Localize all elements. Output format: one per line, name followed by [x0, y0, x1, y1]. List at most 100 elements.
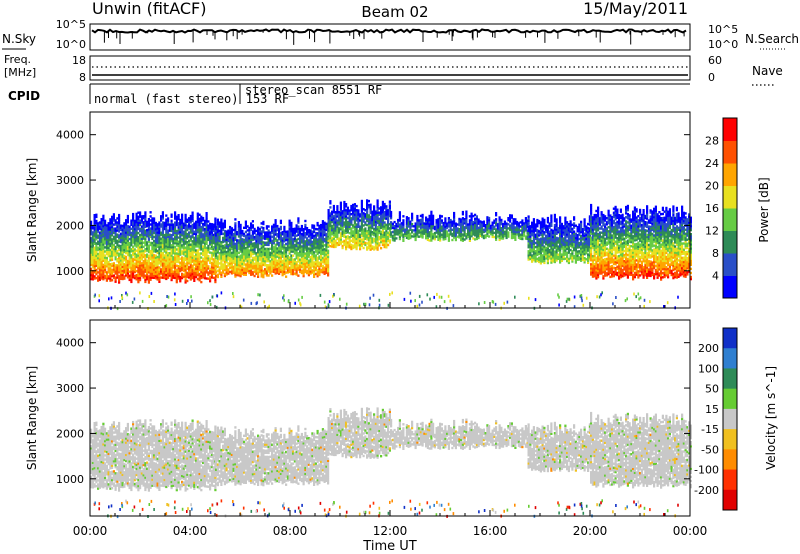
power-cell [170, 223, 173, 227]
power-cell [181, 221, 184, 225]
freq-unit-label: [MHz] [4, 66, 36, 79]
power-cell [168, 262, 171, 265]
power-cell [251, 224, 254, 227]
power-cell [119, 257, 122, 260]
power-cell [300, 224, 303, 228]
power-cell [144, 225, 147, 228]
power-cell [144, 264, 147, 267]
power-cell [105, 250, 108, 254]
power-cell [156, 231, 159, 234]
power-cell [297, 225, 300, 228]
power-cell [177, 216, 180, 219]
power-cell [111, 221, 114, 225]
power-cell [130, 260, 133, 263]
power-cell [151, 254, 154, 257]
power-cell [123, 236, 126, 239]
power-cell [156, 225, 159, 228]
power-cell [139, 213, 142, 216]
power-cell [114, 239, 117, 242]
power-cell [116, 258, 119, 261]
power-cell [116, 260, 119, 263]
power-cell [100, 248, 103, 251]
power-cell [170, 213, 173, 216]
power-cell [163, 272, 166, 276]
power-cell [147, 224, 150, 227]
power-cell [144, 241, 147, 245]
power-cell [163, 244, 166, 247]
freq-tick-bottom: 8 [79, 71, 86, 84]
power-cell [168, 241, 171, 245]
power-cell [109, 252, 112, 256]
power-cell [132, 223, 135, 226]
power-cell [179, 261, 182, 264]
power-cell [139, 246, 142, 249]
power-cell [163, 250, 166, 253]
power-cell [179, 280, 182, 283]
power-cell [98, 225, 101, 228]
power-cell [147, 230, 150, 233]
power-cell [161, 225, 164, 228]
power-cell [102, 229, 105, 232]
power-cell [156, 266, 159, 269]
power-cell [97, 267, 100, 270]
power-cell [100, 254, 103, 258]
power-cell [158, 258, 161, 261]
power-cell [123, 246, 126, 250]
power-cell [140, 245, 143, 249]
power-cell [142, 268, 145, 271]
power-cell [114, 251, 117, 255]
power-cell [170, 260, 173, 263]
power-cell [91, 241, 94, 244]
power-cell [167, 262, 170, 265]
power-cell [137, 270, 140, 274]
power-cell [100, 226, 103, 229]
power-cell [118, 236, 121, 239]
power-cell [98, 235, 101, 238]
power-cell [105, 238, 108, 241]
power-cell [95, 248, 98, 251]
power-cell [130, 256, 133, 259]
power-cell [128, 258, 131, 261]
power-cell [376, 203, 379, 206]
power-cell [174, 231, 177, 235]
power-cell [440, 215, 443, 218]
power-cell [133, 248, 136, 251]
power-cell [98, 260, 101, 263]
power-cell [182, 273, 185, 276]
power-cell [158, 254, 161, 257]
power-cell [130, 250, 133, 253]
power-cell [93, 238, 96, 241]
power-cell [118, 238, 121, 241]
power-cell [175, 231, 178, 235]
power-cell [116, 266, 119, 269]
power-cell [102, 255, 105, 258]
power-cell [147, 246, 150, 249]
power-cell [100, 275, 103, 278]
power-cell [98, 231, 101, 234]
power-cell [135, 212, 138, 216]
power-cell [125, 241, 128, 244]
power-cell [170, 272, 173, 276]
power-cell [130, 270, 133, 273]
power-cell [95, 272, 98, 276]
power-cell [126, 263, 129, 267]
power-cell [402, 215, 405, 218]
power-cell [118, 256, 121, 260]
power-cell [388, 208, 391, 212]
power-cell [135, 220, 138, 224]
power-cell [97, 236, 100, 239]
power-cell [112, 213, 115, 216]
power-cell [114, 268, 117, 271]
power-cell [500, 218, 503, 222]
power-cell [107, 269, 110, 272]
power-cell [297, 274, 300, 277]
power-cell [125, 219, 128, 222]
power-cell [402, 219, 405, 222]
power-cell [430, 239, 433, 242]
power-cell [91, 243, 94, 246]
power-cell [118, 275, 121, 278]
power-cell [140, 254, 143, 257]
power-cell [104, 250, 107, 253]
power-cell [102, 222, 105, 226]
power-cell [119, 269, 122, 272]
